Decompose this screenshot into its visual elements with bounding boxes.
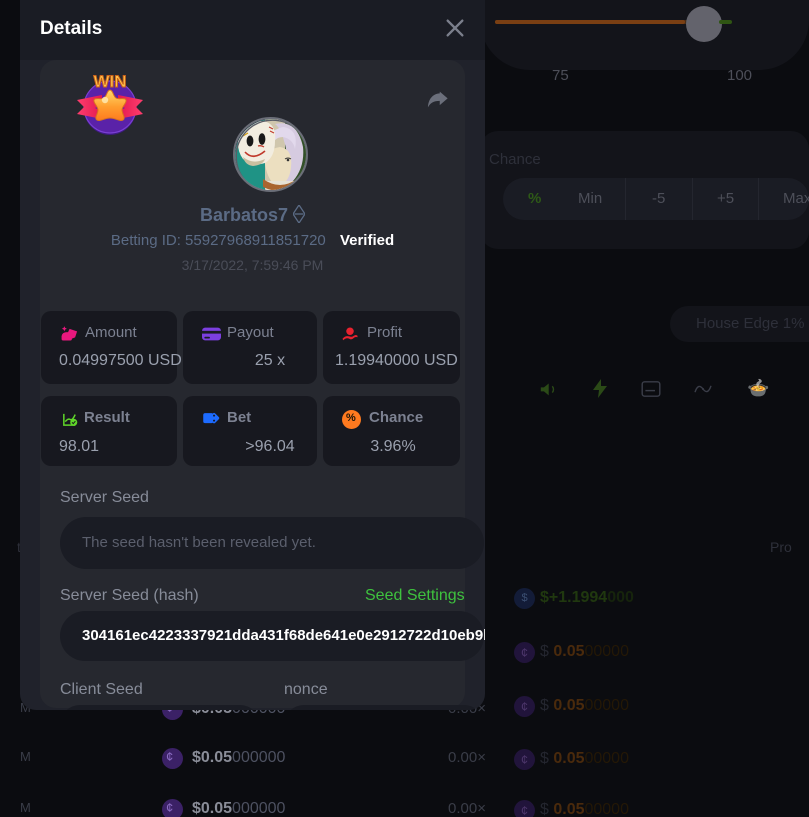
svg-text:WIN: WIN (93, 72, 126, 91)
